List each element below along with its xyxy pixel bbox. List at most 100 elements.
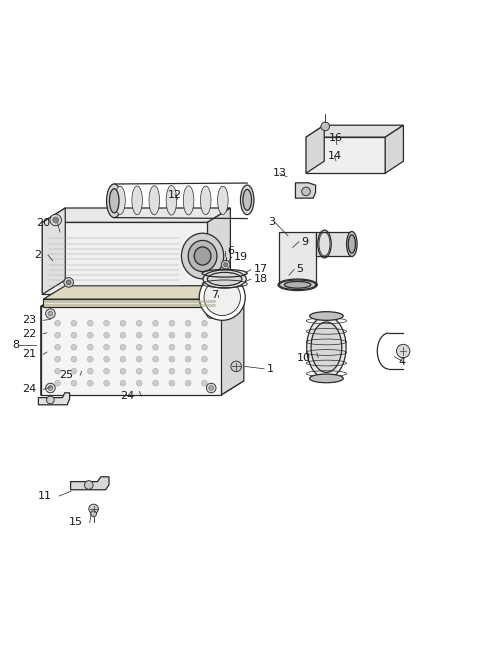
- Ellipse shape: [310, 312, 343, 320]
- Ellipse shape: [107, 184, 122, 218]
- Polygon shape: [306, 125, 403, 137]
- Circle shape: [104, 356, 109, 362]
- Circle shape: [136, 356, 142, 362]
- Polygon shape: [42, 208, 65, 295]
- Circle shape: [55, 344, 60, 350]
- Text: 15: 15: [69, 518, 83, 527]
- Circle shape: [71, 344, 77, 350]
- Circle shape: [169, 333, 175, 338]
- Polygon shape: [71, 477, 109, 490]
- Polygon shape: [43, 299, 216, 307]
- Circle shape: [136, 344, 142, 350]
- Circle shape: [55, 368, 60, 374]
- Ellipse shape: [149, 186, 159, 215]
- Circle shape: [185, 380, 191, 386]
- Circle shape: [71, 333, 77, 338]
- Ellipse shape: [240, 185, 254, 215]
- Polygon shape: [41, 380, 244, 395]
- Circle shape: [231, 361, 241, 372]
- Circle shape: [55, 320, 60, 326]
- Circle shape: [169, 368, 175, 374]
- Circle shape: [46, 383, 55, 393]
- Text: 11: 11: [38, 491, 52, 501]
- Circle shape: [169, 344, 175, 350]
- Text: 21: 21: [22, 350, 36, 359]
- Ellipse shape: [183, 186, 194, 215]
- Circle shape: [66, 280, 71, 285]
- Circle shape: [204, 279, 240, 316]
- Circle shape: [91, 511, 96, 517]
- Circle shape: [224, 262, 228, 266]
- Circle shape: [87, 356, 93, 362]
- Circle shape: [47, 396, 54, 404]
- Circle shape: [71, 320, 77, 326]
- Text: 19: 19: [234, 252, 248, 262]
- Circle shape: [209, 386, 214, 390]
- Text: 6: 6: [227, 246, 234, 256]
- Circle shape: [202, 320, 207, 326]
- Text: 12: 12: [168, 190, 182, 199]
- Circle shape: [202, 356, 207, 362]
- Circle shape: [120, 333, 126, 338]
- Ellipse shape: [284, 281, 311, 288]
- Ellipse shape: [203, 270, 246, 288]
- Ellipse shape: [348, 235, 355, 253]
- Ellipse shape: [132, 186, 143, 215]
- Circle shape: [185, 356, 191, 362]
- Circle shape: [202, 344, 207, 350]
- Circle shape: [185, 368, 191, 374]
- Text: 8: 8: [12, 340, 19, 350]
- Circle shape: [396, 344, 410, 358]
- Ellipse shape: [115, 186, 125, 215]
- Text: 10: 10: [297, 353, 311, 363]
- Text: 7: 7: [211, 291, 218, 300]
- Ellipse shape: [311, 322, 342, 373]
- Ellipse shape: [279, 280, 316, 289]
- Circle shape: [55, 333, 60, 338]
- Circle shape: [209, 311, 214, 316]
- Ellipse shape: [109, 189, 119, 213]
- Circle shape: [185, 344, 191, 350]
- Circle shape: [199, 274, 245, 320]
- Circle shape: [87, 368, 93, 374]
- Polygon shape: [306, 137, 385, 173]
- Polygon shape: [41, 292, 64, 395]
- Ellipse shape: [188, 240, 217, 272]
- Circle shape: [84, 481, 93, 489]
- Polygon shape: [385, 125, 403, 173]
- Polygon shape: [279, 232, 316, 285]
- Circle shape: [153, 344, 158, 350]
- Circle shape: [48, 386, 53, 390]
- Circle shape: [89, 504, 98, 514]
- Text: 24: 24: [120, 391, 134, 401]
- Text: 17: 17: [253, 264, 267, 274]
- Circle shape: [120, 344, 126, 350]
- Ellipse shape: [194, 247, 211, 265]
- Circle shape: [153, 368, 158, 374]
- Circle shape: [169, 320, 175, 326]
- Circle shape: [136, 368, 142, 374]
- Circle shape: [136, 320, 142, 326]
- Circle shape: [55, 356, 60, 362]
- Polygon shape: [207, 208, 230, 295]
- Text: 16: 16: [329, 133, 343, 144]
- Text: 18: 18: [253, 274, 267, 284]
- Circle shape: [169, 356, 175, 362]
- Circle shape: [64, 277, 73, 287]
- Polygon shape: [216, 286, 238, 307]
- Circle shape: [53, 217, 59, 223]
- Text: 20: 20: [36, 218, 50, 228]
- Circle shape: [321, 122, 329, 131]
- Circle shape: [202, 380, 207, 386]
- Text: 1: 1: [266, 364, 274, 374]
- Text: 4: 4: [398, 357, 406, 367]
- Ellipse shape: [207, 272, 242, 286]
- Circle shape: [136, 380, 142, 386]
- Ellipse shape: [201, 186, 211, 215]
- Circle shape: [104, 320, 109, 326]
- Circle shape: [202, 368, 207, 374]
- Circle shape: [104, 368, 109, 374]
- Circle shape: [104, 380, 109, 386]
- Text: 25: 25: [59, 370, 73, 380]
- Circle shape: [87, 380, 93, 386]
